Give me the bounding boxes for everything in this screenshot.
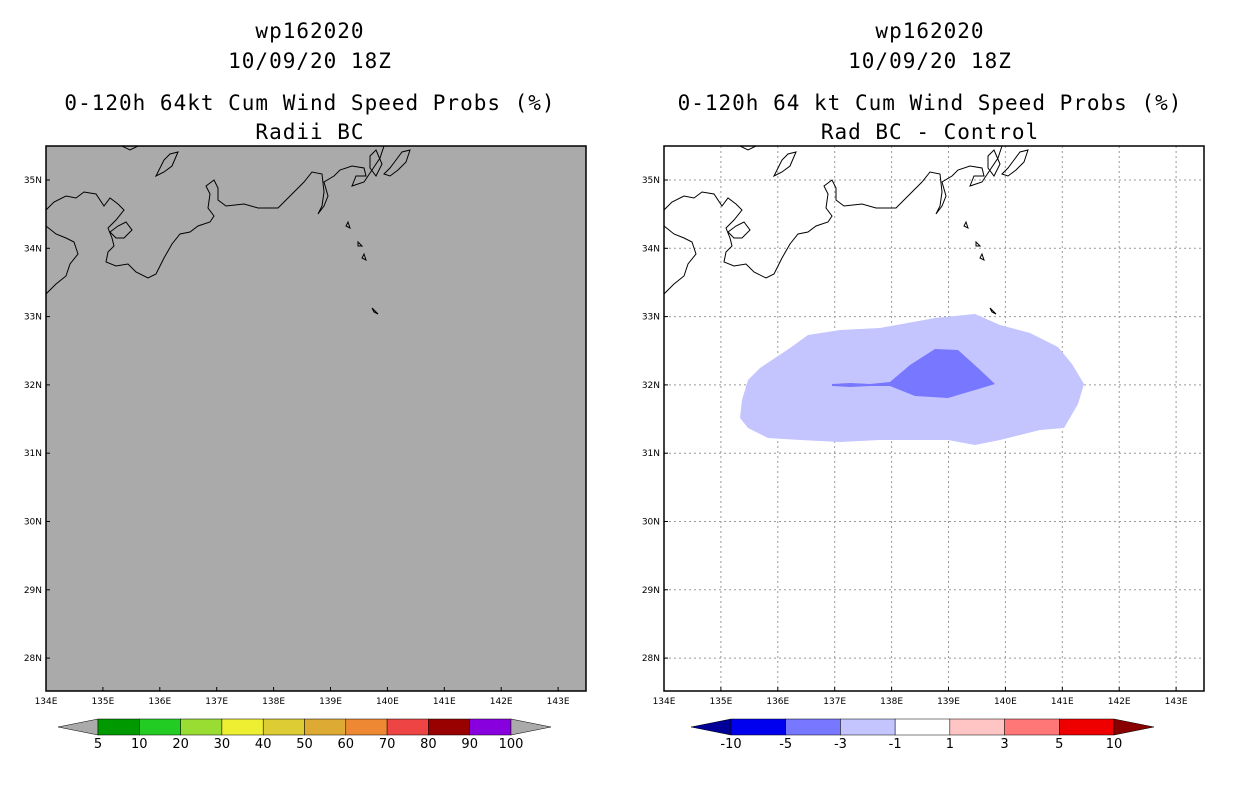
lon-label: 142E — [1108, 697, 1131, 707]
lat-label: 31N — [642, 449, 660, 459]
colorbar-swatch — [730, 718, 786, 736]
right-map-panel: 35N 34N 33N 32N 31N 30N 29N 28N 134E 135E 136E 137E… — [642, 145, 1205, 707]
lat-label: 34N — [24, 244, 42, 254]
colorbar-swatch — [949, 718, 1005, 736]
lon-label: 141E — [433, 697, 456, 707]
left-storm-id: wp162020 — [255, 19, 365, 43]
colorbar-swatch — [304, 718, 347, 736]
right-gridlines — [664, 146, 1204, 691]
colorbar-swatch — [894, 718, 951, 736]
lon-label: 139E — [319, 697, 342, 707]
colorbar-swatch — [139, 718, 181, 736]
colorbar-swatch — [345, 718, 388, 736]
left-axis-ticks: 35N 34N 33N 32N 31N 30N 29N 28N 134E 135E 136E 137E… — [24, 176, 570, 707]
lon-label: 141E — [1051, 697, 1074, 707]
colorbar-label: 10 — [1106, 737, 1123, 752]
colorbar-label: -10 — [720, 737, 741, 752]
left-map-frame — [45, 145, 587, 692]
right-datetime: 10/09/20 18Z — [848, 49, 1012, 73]
colorbar-swatch — [1059, 718, 1115, 736]
lat-label: 33N — [642, 313, 660, 323]
colorbar-label: 70 — [379, 737, 396, 752]
colorbar-label: 20 — [172, 737, 189, 752]
right-colorbar: -10 -5 -3 -1 1 3 5 10 — [690, 718, 1155, 752]
colorbar-label: 50 — [296, 737, 313, 752]
lat-label: 29N — [642, 586, 660, 596]
colorbar-swatch — [180, 718, 223, 736]
colorbar-swatch — [840, 718, 896, 736]
colorbar-label: 40 — [255, 737, 272, 752]
right-subtitle: Rad BC - Control — [820, 120, 1040, 144]
lat-label: 32N — [24, 381, 42, 391]
lon-label: 138E — [262, 697, 285, 707]
lon-label: 136E — [148, 697, 171, 707]
lon-label: 143E — [1165, 697, 1188, 707]
lon-label: 136E — [766, 697, 789, 707]
lon-label: 134E — [35, 697, 58, 707]
lat-label: 34N — [642, 244, 660, 254]
left-subtitle-block: 0-120h 64kt Cum Wind Speed Probs (%) Rad… — [40, 89, 580, 147]
right-storm-id: wp162020 — [875, 19, 985, 43]
lat-label: 30N — [24, 518, 42, 528]
lon-label: 134E — [653, 697, 676, 707]
colorbar-swatch — [386, 718, 429, 736]
left-colorbar: 5 10 20 30 40 50 60 70 80 90 100 — [57, 718, 552, 752]
colorbar-label: 30 — [214, 737, 231, 752]
colorbar-label: 1 — [946, 737, 954, 752]
colorbar-swatch — [469, 718, 512, 736]
colorbar-swatch — [1004, 718, 1060, 736]
lat-label: 33N — [24, 313, 42, 323]
colorbar-label: 10 — [131, 737, 148, 752]
contour-minus3-minus5 — [832, 349, 995, 398]
colorbar-swatch — [262, 718, 305, 736]
right-product-title: 0-120h 64 kt Cum Wind Speed Probs (%) — [677, 91, 1183, 115]
lat-label: 28N — [642, 654, 660, 664]
colorbar-label: 90 — [461, 737, 478, 752]
lat-label: 31N — [24, 449, 42, 459]
lat-label: 30N — [642, 518, 660, 528]
colorbar-swatch — [785, 718, 841, 736]
colorbar-label: 100 — [499, 737, 524, 752]
lat-label: 32N — [642, 381, 660, 391]
lon-label: 138E — [880, 697, 903, 707]
colorbar-label: -1 — [889, 737, 902, 752]
left-map-panel: 35N 34N 33N 32N 31N 30N 29N 28N 134E 135E 136E 137E… — [24, 145, 587, 707]
colorbar-label: 5 — [94, 737, 102, 752]
left-datetime: 10/09/20 18Z — [228, 49, 392, 73]
colorbar-label: 80 — [420, 737, 437, 752]
lat-label: 35N — [642, 176, 660, 186]
lat-label: 29N — [24, 586, 42, 596]
left-product-title: 0-120h 64kt Cum Wind Speed Probs (%) — [64, 91, 556, 115]
lon-label: 142E — [490, 697, 513, 707]
right-map-frame — [663, 145, 1205, 692]
lat-label: 28N — [24, 654, 42, 664]
lon-label: 139E — [937, 697, 960, 707]
lon-label: 137E — [823, 697, 846, 707]
colorbar-label: 60 — [338, 737, 355, 752]
right-subtitle-block: 0-120h 64 kt Cum Wind Speed Probs (%) Ra… — [660, 89, 1200, 147]
lat-label: 35N — [24, 176, 42, 186]
lon-label: 140E — [994, 697, 1017, 707]
colorbar-label: -3 — [834, 737, 847, 752]
lon-label: 143E — [547, 697, 570, 707]
colorbar-swatch — [221, 718, 264, 736]
right-axis-ticks: 35N 34N 33N 32N 31N 30N 29N 28N 134E 135E 136E 137E… — [642, 176, 1188, 707]
left-map-background — [46, 146, 586, 691]
colorbar-swatch — [97, 718, 140, 736]
lon-label: 135E — [709, 697, 732, 707]
colorbar-label: -5 — [779, 737, 792, 752]
lon-label: 140E — [376, 697, 399, 707]
colorbar-label: 5 — [1055, 737, 1063, 752]
lon-label: 135E — [91, 697, 114, 707]
lon-label: 137E — [205, 697, 228, 707]
colorbar-label: 3 — [1000, 737, 1008, 752]
right-title-block: wp162020 10/09/20 18Z — [660, 16, 1200, 76]
colorbar-swatch — [428, 718, 470, 736]
left-subtitle: Radii BC — [255, 120, 365, 144]
left-title-block: wp162020 10/09/20 18Z — [40, 16, 580, 76]
